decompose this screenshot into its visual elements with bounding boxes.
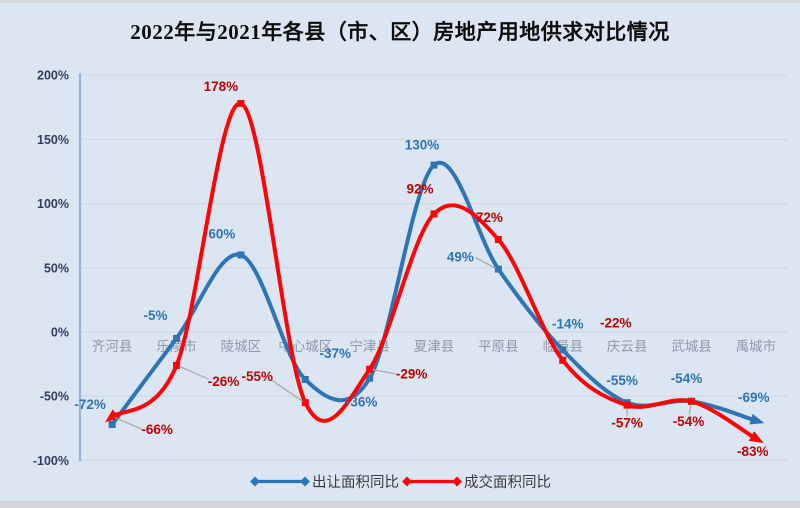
legend-item-deal: 成交面积同比 [401,471,551,492]
label-leader-line [179,365,209,380]
deal-line-marker-icon [402,476,462,487]
window-top-edge [0,0,800,3]
supply-data-label: 60% [208,226,235,241]
chart-title: 2022年与2021年各县（市、区）房地产用地供求对比情况 [130,20,670,44]
deal-data-label: -29% [396,367,428,382]
supply-point-marker [559,346,567,354]
supply-data-label: -36% [346,395,378,410]
y-tick-label: 100% [37,197,69,211]
label-leader-line [114,417,143,430]
deal-data-label: -55% [242,369,274,384]
label-leader-line [271,379,303,402]
deal-data-label: -54% [673,414,705,429]
category-label: 夏津县 [414,339,455,354]
y-tick-label: 50% [44,261,69,275]
deal-point-marker [301,399,309,407]
label-leader-line [475,257,496,269]
supply-data-label: -72% [74,397,106,412]
deal-data-label: -57% [611,416,643,431]
supply-data-label: -55% [606,373,638,388]
category-label: 庆云县 [607,339,648,354]
y-tick-label: 0% [51,326,69,340]
deal-point-marker [366,365,374,373]
deal-point-marker [237,99,245,107]
window-bottom-edge [0,501,800,508]
chart-legend: 出让面积同比 成交面积同比 [0,471,800,492]
supply-data-label: -69% [738,390,770,405]
deal-point-marker [494,236,502,244]
label-leader-line [372,369,396,375]
category-label: 武城县 [671,339,712,354]
category-label: 陵城区 [221,339,262,354]
deal-data-label: -26% [208,374,240,389]
supply-point-marker [366,374,374,382]
supply-point-marker [301,376,309,384]
y-tick-label: -50% [40,390,69,404]
supply-point-marker [173,334,181,342]
deal-end-arrow-marker [748,431,764,444]
category-label: 禹城市 [736,338,777,354]
supply-data-label: -37% [320,346,352,361]
supply-point-marker [494,265,502,273]
supply-data-label: 49% [447,250,474,265]
legend-label-deal: 成交面积同比 [464,475,551,491]
deal-data-label: 72% [476,210,503,225]
deal-data-label: 92% [406,181,433,196]
y-tick-label: -100% [33,454,69,468]
supply-data-label: 130% [405,138,440,153]
deal-data-label: -83% [737,444,769,459]
supply-point-marker [430,161,438,169]
supply-data-label: -5% [144,308,168,323]
deal-point-marker [623,401,631,409]
deal-series-line [110,101,758,441]
supply-data-label: -54% [671,371,703,386]
supply-data-label: -14% [552,316,584,331]
supply-point-marker [237,251,245,259]
category-label: 平原县 [478,339,519,354]
deal-data-label: -66% [141,422,173,437]
deal-point-marker [687,397,695,405]
y-tick-label: 200% [37,69,69,83]
legend-label-supply: 出让面积同比 [312,475,399,491]
deal-data-label: 178% [204,79,239,94]
deal-data-label: -22% [600,316,632,331]
category-label: 齐河县 [92,339,133,354]
y-tick-label: 150% [37,133,69,147]
supply-point-marker [108,420,116,428]
label-leader-line [688,404,692,415]
deal-point-marker [430,210,438,218]
legend-item-supply: 出让面积同比 [249,471,399,492]
deal-point-marker [173,361,181,369]
deal-end-arrow-marker [105,409,120,423]
deal-point-marker [559,356,567,364]
supply-line-marker-icon [250,476,310,487]
supply-end-arrow-marker [749,413,765,425]
